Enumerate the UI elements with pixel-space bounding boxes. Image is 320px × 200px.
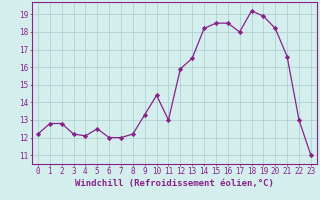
X-axis label: Windchill (Refroidissement éolien,°C): Windchill (Refroidissement éolien,°C) <box>75 179 274 188</box>
